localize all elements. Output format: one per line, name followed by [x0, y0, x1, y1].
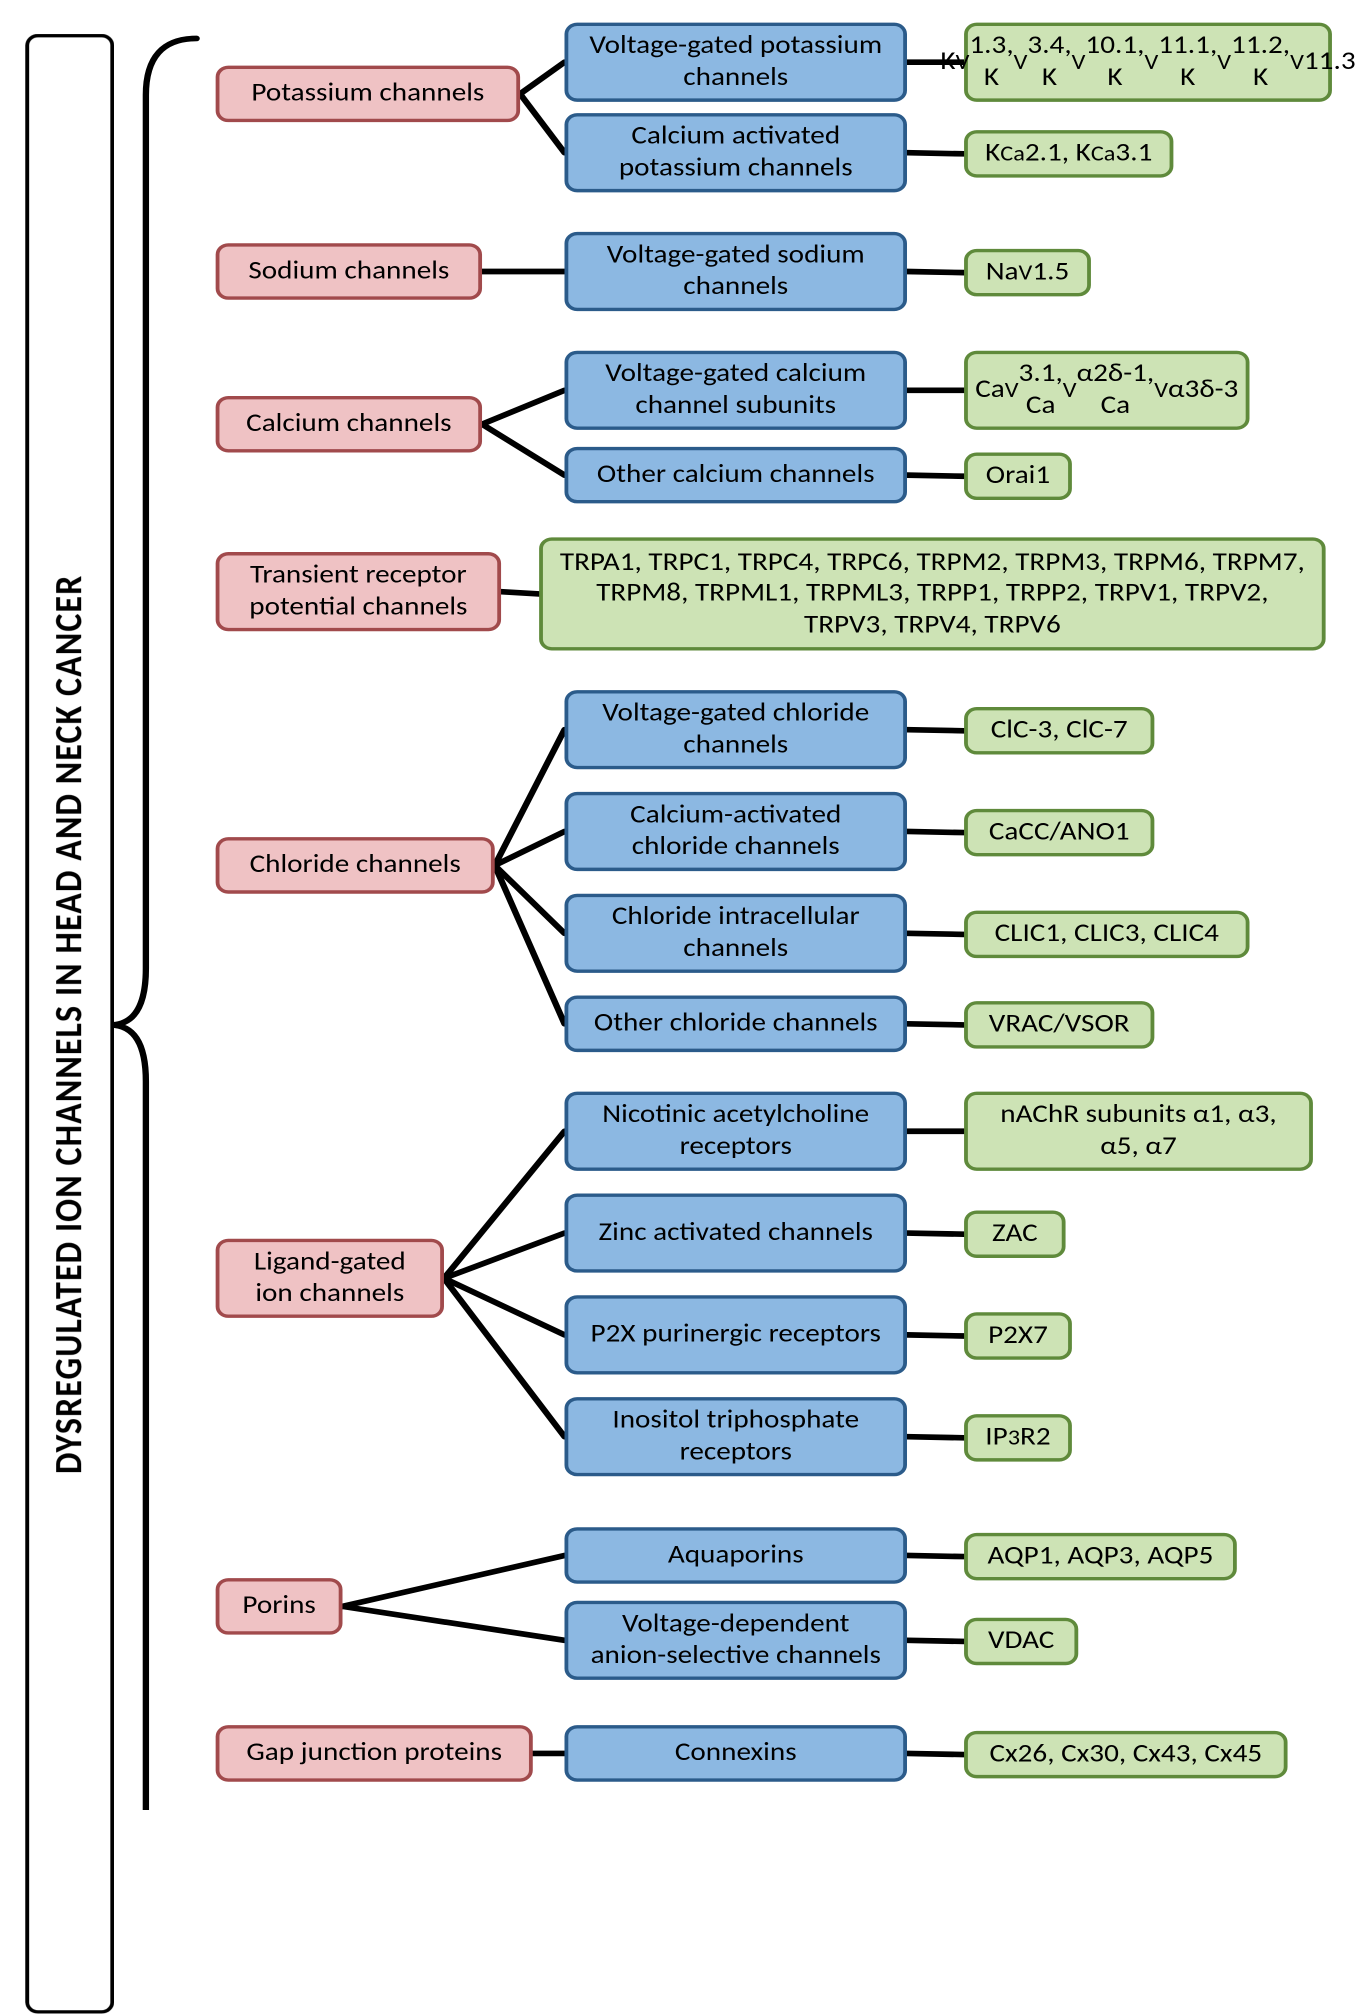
cat-sodium: Sodium channels	[216, 243, 482, 300]
leaf-other-ca: Orai1	[964, 453, 1072, 501]
cat-porins: Porins	[216, 1578, 343, 1635]
sub-clic: Chloride intracellular channels	[564, 894, 907, 973]
leaf-zac: ZAC	[964, 1210, 1065, 1258]
cat-calcium: Calcium channels	[216, 396, 482, 453]
cat-gap: Gap junction proteins	[216, 1725, 533, 1782]
leaf-p2x: P2X7	[964, 1312, 1072, 1360]
sub-aqp: Aquaporins	[564, 1527, 907, 1584]
leaf-vg-cl: ClC-3, ClC-7	[964, 707, 1154, 755]
sub-nachr: Nicotinic acetylcholine receptors	[564, 1092, 907, 1171]
leaf-clic: CLIC1, CLIC3, CLIC4	[964, 911, 1249, 959]
leaf-cx: Cx26, Cx30, Cx43, Cx45	[964, 1731, 1287, 1779]
sub-vg-k: Voltage-gated potassium channels	[564, 23, 907, 102]
leaf-ca-cl: CaCC/ANO1	[964, 809, 1154, 857]
sub-p2x: P2X purinergic receptors	[564, 1295, 907, 1374]
leaf-trp: TRPA1, TRPC1, TRPC4, TRPC6, TRPM2, TRPM3…	[539, 537, 1325, 650]
cat-ligand: Ligand-gated ion channels	[216, 1239, 444, 1318]
leaf-aqp: AQP1, AQP3, AQP5	[964, 1533, 1237, 1581]
root-title: DYSREGULATED ION CHANNELS IN HEAD AND NE…	[25, 34, 114, 2014]
sub-vdac: Voltage-dependent anion-selective channe…	[564, 1601, 907, 1680]
sub-vg-cl: Voltage-gated chloride channels	[564, 690, 907, 769]
leaf-ca-k: KCa2.1, KCa3.1	[964, 130, 1173, 178]
leaf-vg-k: KV1.3, KV3.4, KV10.1, KV11.1, KV11.2, KV…	[964, 23, 1332, 102]
ion-channel-tree: DYSREGULATED ION CHANNELS IN HEAD AND NE…	[0, 0, 1370, 1810]
sub-ca-cl: Calcium-activated chloride channels	[564, 792, 907, 871]
sub-other-cl: Other chloride channels	[564, 996, 907, 1053]
leaf-vg-na: NaV1.5	[964, 249, 1091, 297]
cat-trp: Transient receptor potential channels	[216, 552, 501, 631]
sub-other-ca: Other calcium channels	[564, 447, 907, 504]
sub-cx: Connexins	[564, 1725, 907, 1782]
leaf-other-cl: VRAC/VSOR	[964, 1001, 1154, 1049]
leaf-nachr: nAChR subunits α1, α3, α5, α7	[964, 1092, 1313, 1171]
sub-ip3: Inositol triphosphate receptors	[564, 1397, 907, 1476]
leaf-vg-ca: CaV3.1, CaVα2δ-1, CaVα3δ-3	[964, 351, 1249, 430]
sub-vg-na: Voltage-gated sodium channels	[564, 232, 907, 311]
leaf-ip3: IP3R2	[964, 1414, 1072, 1462]
cat-chloride: Chloride channels	[216, 837, 495, 894]
sub-vg-ca: Voltage-gated calcium channel subunits	[564, 351, 907, 430]
leaf-vdac: VDAC	[964, 1618, 1078, 1666]
sub-zac: Zinc activated channels	[564, 1193, 907, 1272]
cat-potassium: Potassium channels	[216, 66, 520, 123]
sub-ca-k: Calcium activated potassium channels	[564, 113, 907, 192]
